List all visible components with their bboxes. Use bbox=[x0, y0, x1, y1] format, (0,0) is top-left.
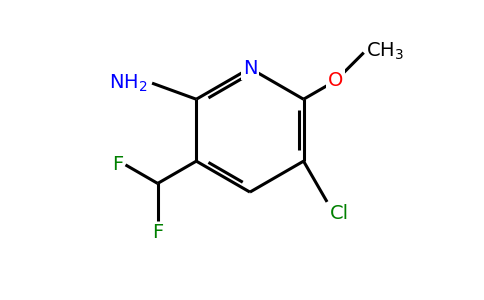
Text: $\mathsf{CH_3}$: $\mathsf{CH_3}$ bbox=[366, 41, 404, 62]
Text: O: O bbox=[328, 71, 344, 90]
Text: Cl: Cl bbox=[330, 204, 348, 224]
Text: F: F bbox=[152, 223, 163, 242]
Text: $\mathsf{NH_2}$: $\mathsf{NH_2}$ bbox=[109, 73, 148, 94]
Text: N: N bbox=[242, 59, 257, 78]
Text: F: F bbox=[112, 155, 123, 174]
